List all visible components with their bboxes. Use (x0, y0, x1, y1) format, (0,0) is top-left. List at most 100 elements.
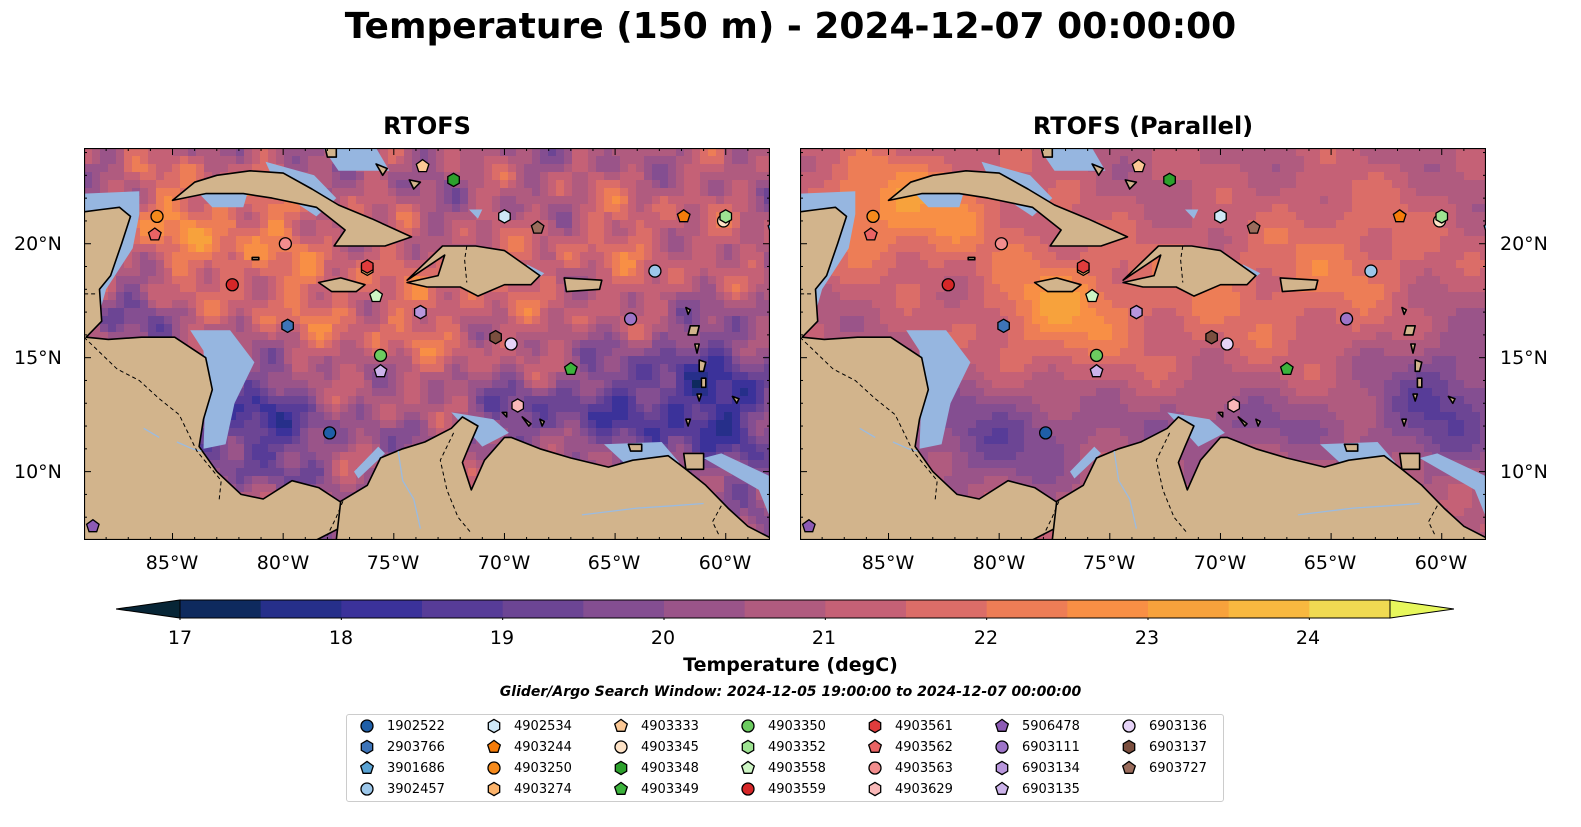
legend-label: 6903134 (1022, 760, 1080, 776)
platform-marker-4903244 (676, 209, 691, 223)
colorbar-tick: 20 (650, 627, 676, 649)
legend-marker-5906478 (994, 718, 1010, 732)
land (1033, 277, 1082, 293)
shelf-area (323, 148, 390, 171)
legend-marker-4903345 (614, 740, 628, 754)
platform-marker-4903350 (373, 348, 388, 363)
colorbar-tick: 17 (167, 627, 193, 649)
hexagon-marker-icon (995, 760, 1009, 776)
land (1255, 418, 1262, 427)
colorbar-label: Temperature (degC) (683, 654, 898, 676)
platform-legend: 1902522 2903766 3901686 3902457 4902534 49032… (346, 714, 1224, 802)
legend-item-4903250: 4903250 (486, 758, 572, 778)
platform-marker-4903333 (1131, 158, 1146, 173)
platform-marker-3901686 (1483, 223, 1486, 234)
circle-marker-icon (995, 740, 1009, 754)
land (687, 325, 701, 336)
border (1180, 245, 1184, 283)
legend-label: 6903727 (1149, 760, 1207, 776)
river (892, 441, 918, 452)
land (171, 169, 413, 247)
shelf-area (1185, 209, 1199, 219)
platform-marker-4903558 (1085, 288, 1100, 303)
land (1401, 418, 1408, 427)
shelf-area (354, 446, 385, 479)
legend-marker-6903727 (1121, 760, 1137, 774)
legend-label: 4903244 (514, 739, 572, 755)
circle-marker-icon (614, 740, 628, 754)
legend-item-4903350: 4903350 (740, 716, 826, 736)
legend-item-4903563: 4903563 (867, 758, 953, 778)
hexagon-marker-icon (741, 739, 755, 755)
legend-marker-4903348 (614, 760, 628, 776)
platform-marker-6903727 (1246, 220, 1261, 234)
land (335, 416, 770, 540)
land (1414, 359, 1423, 373)
river (176, 441, 202, 452)
platform-marker-3901686 (767, 223, 770, 234)
colorbar-bin (1228, 600, 1310, 618)
pentagon-marker-icon (359, 760, 375, 774)
lat-label-left: 15°N (14, 347, 62, 369)
lon-label: 75°W (1082, 552, 1136, 574)
lon-label: 65°W (1303, 552, 1357, 574)
platform-marker-4903348 (447, 172, 460, 188)
legend-label: 4903349 (641, 781, 699, 797)
legend-label: 4903629 (895, 781, 953, 797)
land (324, 148, 338, 158)
lat-label-right: 10°N (1500, 461, 1548, 483)
river (143, 427, 160, 438)
land (967, 256, 976, 261)
legend-label: 4903348 (641, 760, 699, 776)
platform-marker-2903766 (997, 318, 1010, 334)
map-frame (84, 148, 770, 540)
colorbar-bin (1309, 600, 1391, 618)
map-frame (800, 148, 1486, 540)
legend-item-4903629: 4903629 (867, 779, 953, 799)
circle-marker-icon (487, 761, 501, 775)
legend-item-6903134: 6903134 (994, 758, 1080, 778)
land (696, 393, 703, 402)
colorbar-tick: 19 (489, 627, 515, 649)
land (1409, 343, 1417, 354)
legend-marker-6903111 (995, 740, 1009, 754)
legend-item-4903244: 4903244 (486, 737, 572, 757)
legend-marker-4903562 (867, 739, 883, 753)
legend-marker-3902457 (360, 782, 374, 796)
shelf-area (1419, 453, 1486, 518)
legend-item-4903345: 4903345 (613, 737, 699, 757)
colorbar-bin (341, 600, 423, 618)
lat-label-right: 20°N (1500, 233, 1548, 255)
legend-item-4903558: 4903558 (740, 758, 826, 778)
platform-marker-4903629 (1227, 398, 1241, 413)
platform-marker-4903352 (1435, 209, 1449, 224)
border (1427, 505, 1438, 536)
platform-marker-4903629 (511, 398, 525, 413)
platform-marker-6903136 (1220, 337, 1234, 351)
legend-marker-4903274 (487, 781, 501, 797)
legend-item-6903727: 6903727 (1121, 758, 1207, 778)
land (682, 452, 705, 471)
right-panel-title: RTOFS (Parallel) (1032, 112, 1254, 140)
legend-label: 4903559 (768, 781, 826, 797)
legend-marker-6903137 (1122, 739, 1136, 755)
land (887, 169, 1129, 247)
platform-marker-4903559 (225, 278, 239, 292)
lat-label-right: 15°N (1500, 347, 1548, 369)
colorbar-bin (1067, 600, 1149, 618)
lon-label: 85°W (145, 552, 199, 574)
legend-item-2903766: 2903766 (359, 737, 445, 757)
colorbar-bin (906, 600, 988, 618)
legend-marker-4903563 (868, 761, 882, 775)
shelf-area (703, 453, 770, 518)
platform-marker-6903137 (489, 329, 502, 345)
figure-title: Temperature (150 m) - 2024-12-07 00:00:0… (344, 6, 1237, 47)
legend-marker-6903135 (994, 781, 1010, 795)
legend-label: 4903274 (514, 781, 572, 797)
colorbar-bin (583, 600, 665, 618)
platform-marker-4903563 (278, 237, 293, 251)
colorbar-bin (180, 600, 262, 618)
pentagon-marker-icon (740, 760, 756, 774)
platform-marker-6903111 (623, 312, 638, 326)
legend-marker-6903134 (995, 760, 1009, 776)
